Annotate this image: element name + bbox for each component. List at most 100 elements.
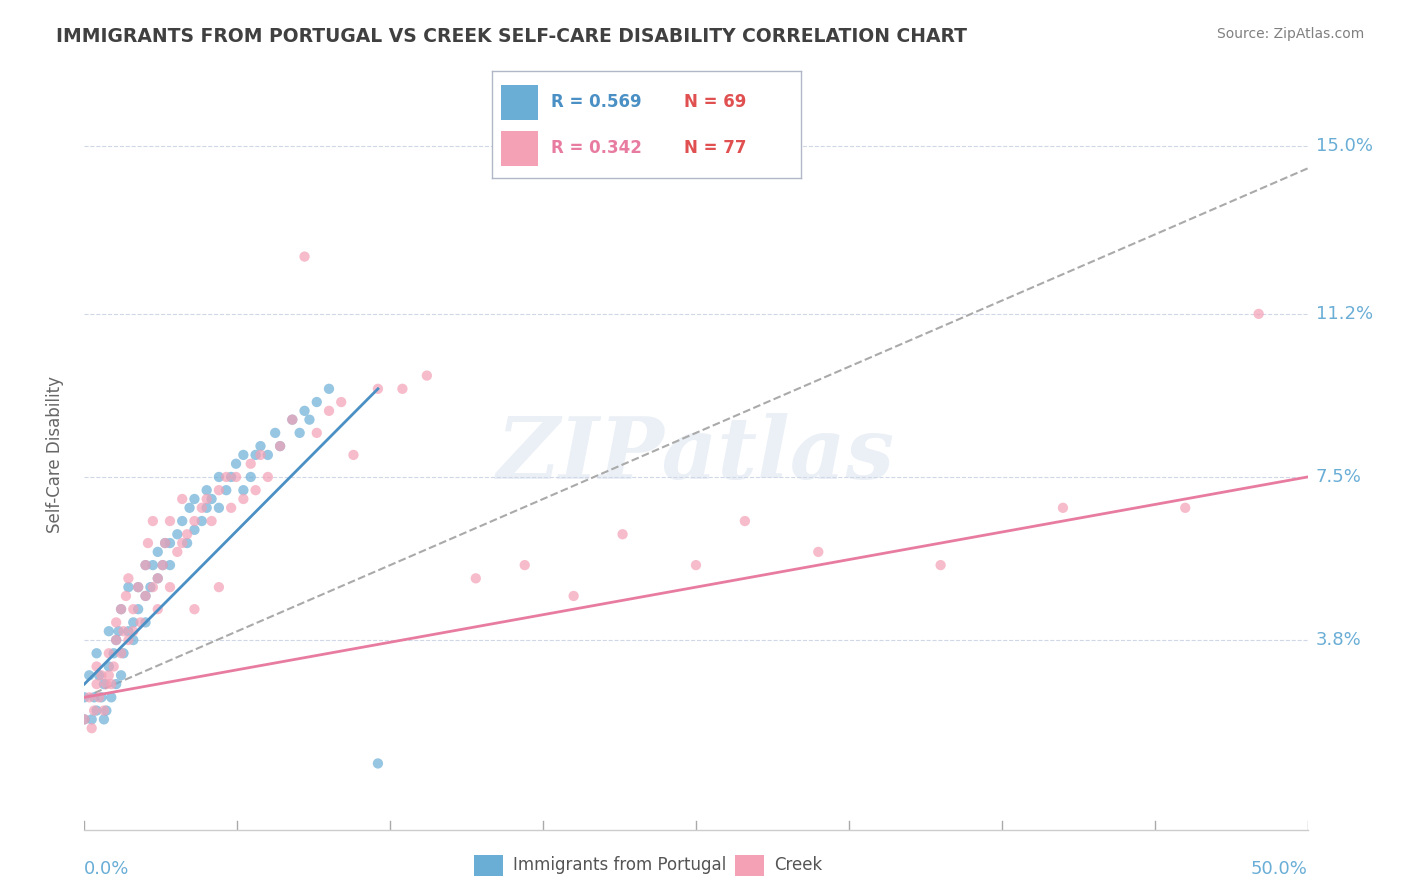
Text: 50.0%: 50.0% [1251,860,1308,878]
Point [1247,307,1270,321]
Point [176,527,198,541]
Text: N = 69: N = 69 [683,94,747,112]
Point [416,368,439,383]
Point [183,514,205,528]
Text: Immigrants from Portugal: Immigrants from Portugal [513,856,727,874]
Point [208,580,231,594]
Point [77,668,100,682]
Point [129,615,152,630]
Point [73,712,96,726]
Point [215,483,238,498]
Point [294,250,316,264]
Point [929,558,952,573]
Point [208,483,231,498]
Point [97,624,120,639]
Point [195,500,218,515]
Text: 7.5%: 7.5% [1316,468,1362,486]
Point [142,558,165,573]
Point [146,571,169,585]
Point [225,470,247,484]
Point [367,382,389,396]
Text: ZIPatlas: ZIPatlas [496,413,896,497]
Point [1174,500,1197,515]
Point [146,571,169,585]
Point [103,659,125,673]
Point [142,514,165,528]
Point [86,677,108,691]
Point [183,523,205,537]
Point [239,470,262,484]
Point [96,677,118,691]
Point [269,439,291,453]
Point [179,500,201,515]
Point [87,690,110,705]
Point [159,536,181,550]
Point [195,491,218,506]
Point [330,395,353,409]
Point [127,580,149,594]
Point [110,602,132,616]
Point [100,677,122,691]
Point [93,677,115,691]
Point [97,668,120,682]
Text: Creek: Creek [773,856,823,874]
Point [225,457,247,471]
Point [127,580,149,594]
Point [612,527,634,541]
Point [232,491,254,506]
Point [183,491,205,506]
Point [281,412,304,426]
Point [135,558,157,573]
Point [112,624,135,639]
Point [105,633,128,648]
Text: R = 0.569: R = 0.569 [551,94,641,112]
Point [562,589,585,603]
Point [96,704,118,718]
Y-axis label: Self-Care Disability: Self-Care Disability [45,376,63,533]
Point [159,514,181,528]
Point [97,646,120,660]
Point [249,448,271,462]
Point [159,558,181,573]
Text: Source: ZipAtlas.com: Source: ZipAtlas.com [1216,27,1364,41]
Point [136,536,159,550]
Point [86,646,108,660]
Point [80,712,103,726]
Point [195,483,218,498]
Point [117,624,139,639]
Point [77,690,100,705]
Point [83,704,105,718]
Point [318,404,340,418]
Point [208,500,231,515]
Point [734,514,756,528]
Point [142,580,165,594]
Point [1052,500,1074,515]
FancyBboxPatch shape [474,855,503,876]
Point [110,646,132,660]
Point [232,483,254,498]
Point [86,659,108,673]
Point [191,500,214,515]
Point [219,500,242,515]
FancyBboxPatch shape [734,855,765,876]
Point [97,659,120,673]
Point [146,545,169,559]
Point [110,668,132,682]
Point [200,514,222,528]
Point [90,690,112,705]
Point [153,536,176,550]
Point [257,470,280,484]
Point [107,624,129,639]
Point [305,395,328,409]
Text: IMMIGRANTS FROM PORTUGAL VS CREEK SELF-CARE DISABILITY CORRELATION CHART: IMMIGRANTS FROM PORTUGAL VS CREEK SELF-C… [56,27,967,45]
Point [294,404,316,418]
Point [807,545,830,559]
Point [342,448,364,462]
Point [100,690,122,705]
Text: 11.2%: 11.2% [1316,305,1374,323]
Point [103,646,125,660]
Point [305,425,328,440]
Point [105,633,128,648]
Point [391,382,413,396]
Point [215,470,238,484]
